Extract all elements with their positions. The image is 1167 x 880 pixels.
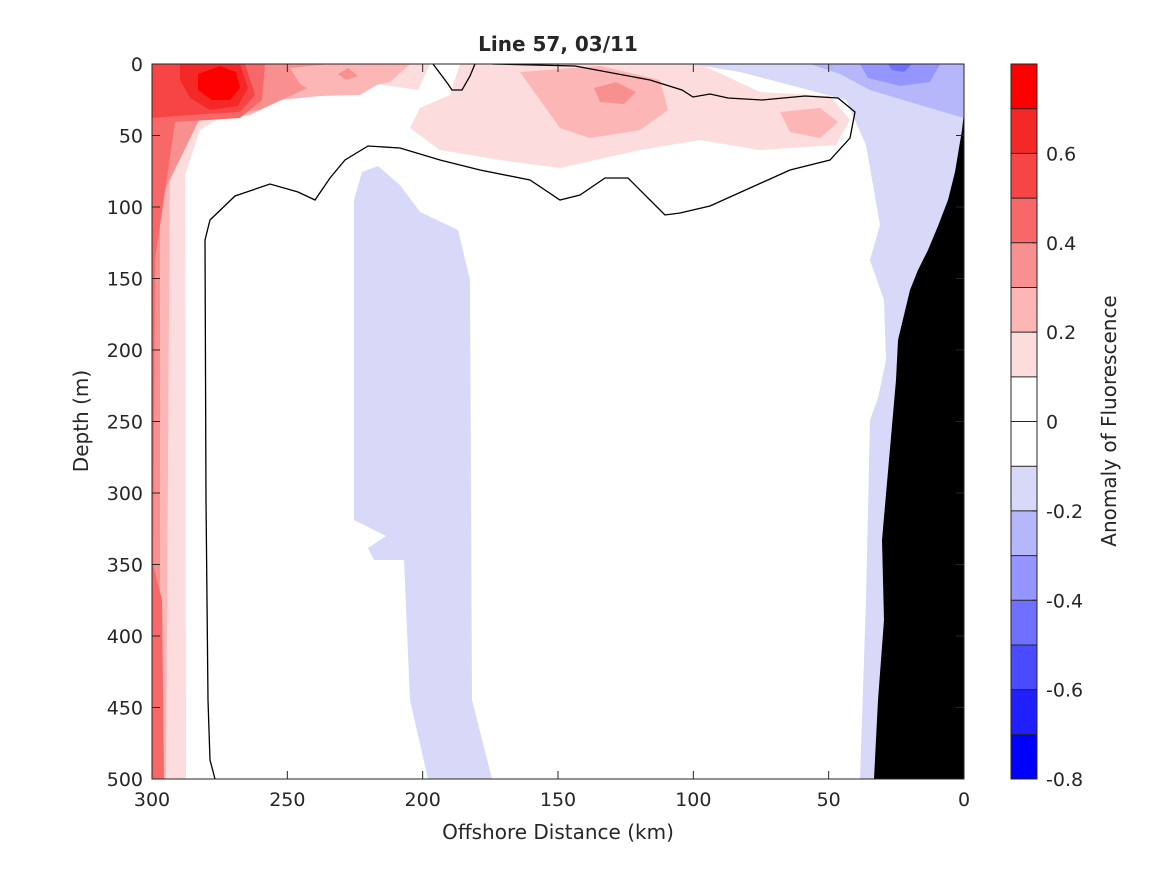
colorbar-tick-label: 0 xyxy=(1046,412,1058,434)
colorbar-cell xyxy=(1011,466,1037,511)
y-tick-label: 350 xyxy=(107,555,143,577)
colorbar-cell xyxy=(1011,242,1037,288)
band-pos-0.3-upper-b xyxy=(338,68,358,80)
x-tick-label: 100 xyxy=(675,789,711,811)
y-tick-label: 100 xyxy=(107,197,143,219)
y-tick-label: 200 xyxy=(107,340,143,362)
chart-title: Line 57, 03/11 xyxy=(478,32,638,56)
colorbar-cell xyxy=(1011,600,1037,645)
zero-contour-top-loop xyxy=(432,64,476,91)
colorbar-cell xyxy=(1011,644,1037,690)
colorbar-cell xyxy=(1011,376,1037,422)
y-tick-label: 450 xyxy=(107,698,143,720)
colorbar-cell xyxy=(1011,734,1037,779)
axes: 300 250 200 150 100 50 0 050100150200250300350… xyxy=(107,54,970,811)
band-pos-0.2-upper-b xyxy=(780,108,838,138)
colorbar-tick-label: 0.4 xyxy=(1046,233,1076,255)
contour-fills xyxy=(152,64,964,779)
band-pos-0.2-upper-c xyxy=(290,64,385,96)
y-tick-label: 400 xyxy=(107,626,143,648)
plot-area xyxy=(152,64,964,779)
band-pos-0.4-deep xyxy=(152,560,164,779)
colorbar-tick-label: -0.8 xyxy=(1046,769,1083,791)
bathymetry xyxy=(874,112,964,779)
x-axis-label: Offshore Distance (km) xyxy=(442,820,674,844)
band-pos-0.2-upper-a xyxy=(520,66,668,138)
colorbar-tick-label: 0.2 xyxy=(1046,322,1076,344)
band-neg-0.1-mid xyxy=(354,166,492,779)
colorbar-cell xyxy=(1011,332,1037,377)
colorbar-tick-label: -0.6 xyxy=(1046,680,1083,702)
y-tick-label: 150 xyxy=(107,269,143,291)
band-neg-0.4-right xyxy=(888,64,912,72)
y-tick-label: 250 xyxy=(107,412,143,434)
colorbar-cell xyxy=(1011,153,1037,199)
x-tick-label: 50 xyxy=(817,789,841,811)
colorbar-cell xyxy=(1011,689,1037,735)
band-pos-0.3-upper xyxy=(594,82,636,104)
colorbar-cells xyxy=(1011,64,1037,779)
zero-contour xyxy=(204,64,856,779)
x-ticks: 300 250 200 150 100 50 0 xyxy=(134,64,970,811)
y-tick-label: 300 xyxy=(107,483,143,505)
y-tick-label: 50 xyxy=(119,126,143,148)
y-axis-label: Depth (m) xyxy=(69,370,93,472)
band-pos-0.7-core xyxy=(198,66,240,100)
colorbar-label: Anomaly of Fluorescence xyxy=(1097,295,1121,546)
y-tick-label: 500 xyxy=(107,769,143,791)
y-ticks: 0 50 100 150 200 250 300 350 400 450 500 xyxy=(107,54,964,791)
x-tick-label: 250 xyxy=(269,789,305,811)
x-tick-label: 150 xyxy=(540,789,576,811)
x-tick-label: 200 xyxy=(405,789,441,811)
x-tick-label: 300 xyxy=(134,789,170,811)
band-pos-0.4-left xyxy=(152,64,265,779)
colorbar: 0.6 0.4 0.2 0 -0.2 -0.4 -0.6 -0.8 xyxy=(1010,63,1083,791)
colorbar-cell xyxy=(1011,287,1037,333)
bathymetry-fill xyxy=(874,112,964,779)
colorbar-cell xyxy=(1011,64,1037,109)
colorbar-cell xyxy=(1011,510,1037,556)
colorbar-cell xyxy=(1011,421,1037,467)
colorbar-cell xyxy=(1011,555,1037,601)
colorbar-ticks: 0.6 0.4 0.2 0 -0.2 -0.4 -0.6 -0.8 xyxy=(1032,143,1083,791)
colorbar-tick-label: -0.2 xyxy=(1046,501,1083,523)
colorbar-tick-label: 0.6 xyxy=(1046,143,1076,165)
x-tick-label: 0 xyxy=(958,789,970,811)
colorbar-cell xyxy=(1011,108,1037,154)
colorbar-cell xyxy=(1011,198,1037,243)
band-neg-0.3-right xyxy=(860,64,940,86)
zero-contour-line xyxy=(204,64,856,779)
y-tick-label: 0 xyxy=(131,54,143,76)
colorbar-tick-label: -0.4 xyxy=(1046,590,1083,612)
